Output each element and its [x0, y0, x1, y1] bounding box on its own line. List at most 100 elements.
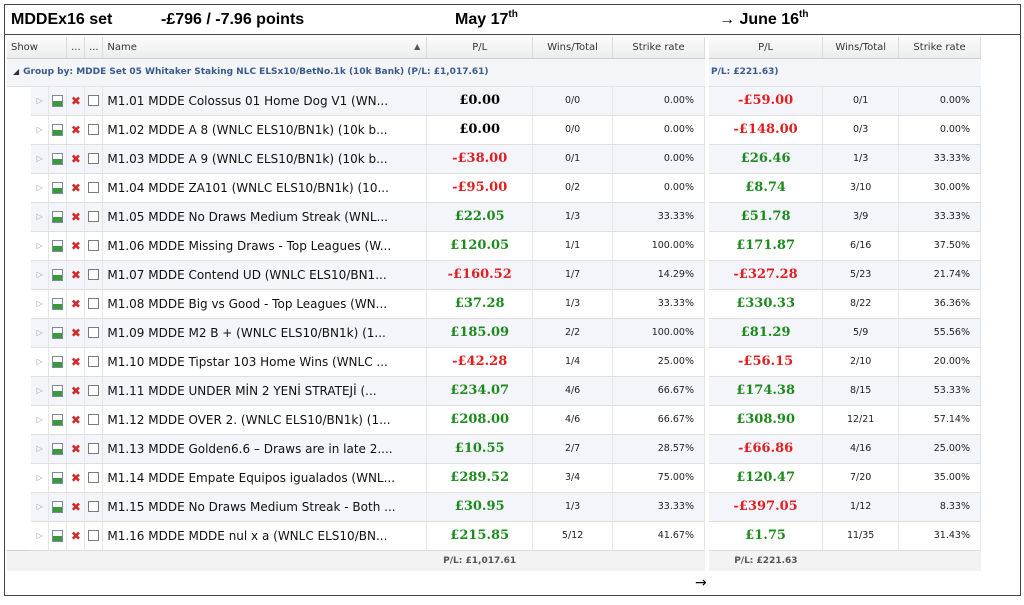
row-expand-cell[interactable]: ▷ — [30, 260, 50, 290]
strategy-name[interactable]: M1.13 MDDE Golden6.6 – Draws are in late… — [102, 434, 428, 464]
row-expand-cell[interactable]: ▷ — [30, 463, 50, 493]
row-expand-cell[interactable]: ▷ — [30, 289, 50, 319]
strategy-row[interactable]: ▷ ✖ M1.06 MDDE Missing Draws - Top Leagues… — [7, 231, 705, 261]
system-doc-icon[interactable] — [52, 297, 64, 310]
checkbox-icon[interactable] — [88, 210, 100, 222]
collapse-triangle-icon[interactable]: ◢ — [13, 67, 20, 76]
checkbox-icon[interactable] — [88, 355, 100, 367]
row-doc-cell[interactable] — [48, 405, 68, 435]
row-delete-cell[interactable]: ✖ — [66, 86, 86, 116]
strategy-row[interactable]: ▷ ✖ M1.07 MDDE Contend UD (WNLC ELS10/BN1.… — [7, 260, 705, 290]
delete-x-icon[interactable]: ✖ — [70, 441, 81, 456]
strategy-row[interactable]: ▷ ✖ M1.16 MDDE MDDE nul x a (WNLC ELS10/BN… — [7, 521, 705, 551]
expand-triangle-icon[interactable]: ▷ — [36, 415, 43, 424]
row-expand-cell[interactable]: ▷ — [30, 144, 50, 174]
row-doc-cell[interactable] — [48, 173, 68, 203]
strategy-row-later[interactable]: £171.87 6/16 37.50% — [709, 231, 981, 261]
row-doc-cell[interactable] — [48, 521, 68, 551]
system-doc-icon[interactable] — [52, 181, 64, 194]
system-doc-icon[interactable] — [52, 529, 64, 542]
expand-triangle-icon[interactable]: ▷ — [36, 357, 43, 366]
row-checkbox-cell[interactable] — [84, 202, 104, 232]
system-doc-icon[interactable] — [52, 355, 64, 368]
row-delete-cell[interactable]: ✖ — [66, 202, 86, 232]
row-expand-cell[interactable]: ▷ — [30, 173, 50, 203]
strategy-row-later[interactable]: £51.78 3/9 33.33% — [709, 202, 981, 232]
row-delete-cell[interactable]: ✖ — [66, 115, 86, 145]
row-checkbox-cell[interactable] — [84, 434, 104, 464]
row-checkbox-cell[interactable] — [84, 376, 104, 406]
row-expand-cell[interactable]: ▷ — [30, 202, 50, 232]
row-delete-cell[interactable]: ✖ — [66, 144, 86, 174]
delete-x-icon[interactable]: ✖ — [70, 267, 81, 282]
system-doc-icon[interactable] — [52, 413, 64, 426]
strategy-row-later[interactable]: £8.74 3/10 30.00% — [709, 173, 981, 203]
strategy-name[interactable]: M1.03 MDDE A 9 (WNLC ELS10/BN1k) (10k b.… — [102, 144, 428, 174]
delete-x-icon[interactable]: ✖ — [70, 325, 81, 340]
right-col-header-wins-total[interactable]: Wins/Total — [822, 37, 900, 59]
checkbox-icon[interactable] — [88, 181, 100, 193]
strategy-name[interactable]: M1.01 MDDE Colossus 01 Home Dog V1 (WN..… — [102, 86, 428, 116]
strategy-name[interactable]: M1.02 MDDE A 8 (WNLC ELS10/BN1k) (10k b.… — [102, 115, 428, 145]
checkbox-icon[interactable] — [88, 442, 100, 454]
strategy-row-later[interactable]: -£397.05 1/12 8.33% — [709, 492, 981, 522]
checkbox-icon[interactable] — [88, 529, 100, 541]
row-checkbox-cell[interactable] — [84, 115, 104, 145]
delete-x-icon[interactable]: ✖ — [70, 296, 81, 311]
checkbox-icon[interactable] — [88, 268, 100, 280]
checkbox-icon[interactable] — [88, 152, 100, 164]
row-checkbox-cell[interactable] — [84, 492, 104, 522]
right-col-header-pl[interactable]: P/L — [709, 37, 824, 59]
system-doc-icon[interactable] — [52, 326, 64, 339]
expand-triangle-icon[interactable]: ▷ — [36, 502, 43, 511]
row-doc-cell[interactable] — [48, 86, 68, 116]
delete-x-icon[interactable]: ✖ — [70, 238, 81, 253]
checkbox-icon[interactable] — [88, 94, 100, 106]
expand-triangle-icon[interactable]: ▷ — [36, 183, 43, 192]
strategy-name[interactable]: M1.05 MDDE No Draws Medium Streak (WNL..… — [102, 202, 428, 232]
strategy-row-later[interactable]: -£59.00 0/1 0.00% — [709, 86, 981, 116]
delete-x-icon[interactable]: ✖ — [70, 412, 81, 427]
right-group-row[interactable]: P/L: £221.63) — [709, 58, 981, 87]
strategy-row-later[interactable]: £81.29 5/9 55.56% — [709, 318, 981, 348]
strategy-name[interactable]: M1.12 MDDE OVER 2. (WNLC ELS10/BN1k) (1.… — [102, 405, 428, 435]
expand-triangle-icon[interactable]: ▷ — [36, 241, 43, 250]
strategy-row[interactable]: ▷ ✖ M1.10 MDDE Tipstar 103 Home Wins (WNLC… — [7, 347, 705, 377]
col-header-name[interactable]: Name ▲ — [102, 37, 428, 59]
col-header-show[interactable]: Show — [7, 37, 68, 59]
checkbox-icon[interactable] — [88, 326, 100, 338]
col-header-pl[interactable]: P/L — [426, 37, 534, 59]
strategy-name[interactable]: M1.10 MDDE Tipstar 103 Home Wins (WNLC .… — [102, 347, 428, 377]
row-delete-cell[interactable]: ✖ — [66, 434, 86, 464]
row-delete-cell[interactable]: ✖ — [66, 521, 86, 551]
system-doc-icon[interactable] — [52, 384, 64, 397]
strategy-name[interactable]: M1.09 MDDE M2 B + (WNLC ELS10/BN1k) (1..… — [102, 318, 428, 348]
row-expand-cell[interactable]: ▷ — [30, 376, 50, 406]
expand-triangle-icon[interactable]: ▷ — [36, 270, 43, 279]
checkbox-icon[interactable] — [88, 239, 100, 251]
strategy-row[interactable]: ▷ ✖ M1.14 MDDE Empate Equipos igualados (W… — [7, 463, 705, 493]
right-col-header-strike-rate[interactable]: Strike rate — [898, 37, 981, 59]
system-doc-icon[interactable] — [52, 123, 64, 136]
col-header-strike-rate[interactable]: Strike rate — [612, 37, 705, 59]
row-doc-cell[interactable] — [48, 492, 68, 522]
row-checkbox-cell[interactable] — [84, 289, 104, 319]
strategy-name[interactable]: M1.04 MDDE ZA101 (WNLC ELS10/BN1k) (10..… — [102, 173, 428, 203]
row-expand-cell[interactable]: ▷ — [30, 521, 50, 551]
row-delete-cell[interactable]: ✖ — [66, 260, 86, 290]
strategy-row[interactable]: ▷ ✖ M1.13 MDDE Golden6.6 – Draws are in la… — [7, 434, 705, 464]
row-delete-cell[interactable]: ✖ — [66, 318, 86, 348]
row-checkbox-cell[interactable] — [84, 86, 104, 116]
strategy-row[interactable]: ▷ ✖ M1.11 MDDE UNDER MİN 2 YENİ STRATEJİ (… — [7, 376, 705, 406]
row-checkbox-cell[interactable] — [84, 260, 104, 290]
delete-x-icon[interactable]: ✖ — [70, 209, 81, 224]
row-delete-cell[interactable]: ✖ — [66, 347, 86, 377]
row-doc-cell[interactable] — [48, 260, 68, 290]
row-doc-cell[interactable] — [48, 115, 68, 145]
strategy-row-later[interactable]: -£56.15 2/10 20.00% — [709, 347, 981, 377]
checkbox-icon[interactable] — [88, 123, 100, 135]
strategy-row[interactable]: ▷ ✖ M1.09 MDDE M2 B + (WNLC ELS10/BN1k) (1… — [7, 318, 705, 348]
strategy-name[interactable]: M1.16 MDDE MDDE nul x a (WNLC ELS10/BN..… — [102, 521, 428, 551]
strategy-row-later[interactable]: £174.38 8/15 53.33% — [709, 376, 981, 406]
strategy-name[interactable]: M1.06 MDDE Missing Draws - Top Leagues (… — [102, 231, 428, 261]
